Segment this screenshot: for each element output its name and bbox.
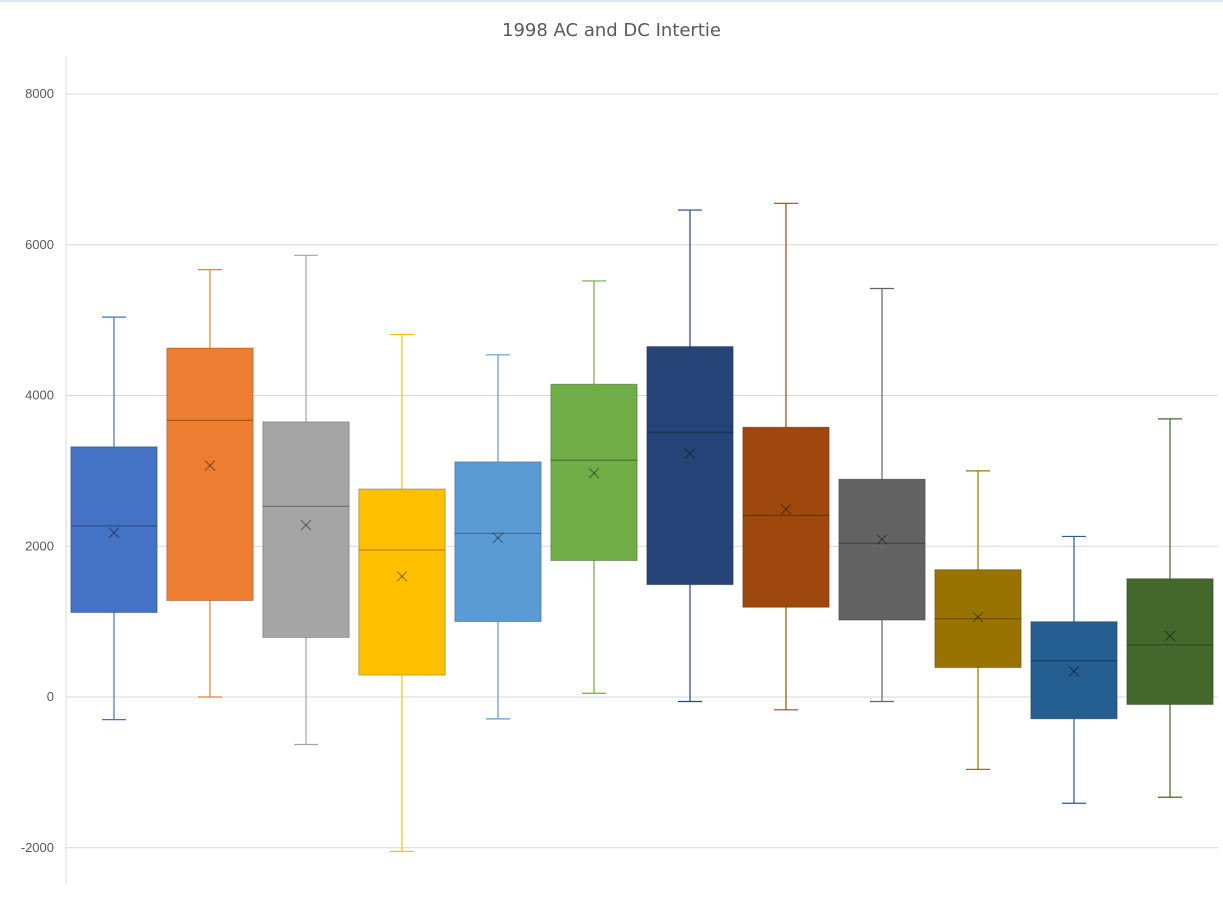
box <box>358 488 446 676</box>
mean-marker <box>780 503 792 515</box>
mean-marker <box>492 532 504 544</box>
mean-marker <box>1164 630 1176 642</box>
box <box>742 426 830 608</box>
mean-marker <box>588 467 600 479</box>
y-tick-label: 8000 <box>25 86 54 101</box>
box <box>1126 578 1214 706</box>
mean-marker <box>780 503 792 515</box>
box <box>934 569 1022 669</box>
y-tick-label: -2000 <box>21 840 54 855</box>
mean-marker <box>1164 630 1176 642</box>
y-tick-label: 4000 <box>25 388 54 403</box>
chart-title: 1998 AC and DC Intertie <box>502 20 721 41</box>
mean-marker <box>204 460 216 472</box>
box <box>454 461 542 623</box>
box <box>70 446 158 614</box>
y-tick-label: 2000 <box>25 538 54 553</box>
box <box>550 383 638 562</box>
mean-marker <box>588 467 600 479</box>
box <box>838 478 926 621</box>
mean-marker <box>108 527 120 539</box>
mean-marker <box>1068 665 1080 677</box>
mean-marker <box>972 611 984 623</box>
mean-marker <box>204 460 216 472</box>
mean-marker <box>972 611 984 623</box>
mean-marker <box>396 570 408 582</box>
mean-marker <box>300 519 312 531</box>
mean-marker <box>876 534 888 545</box>
mean-marker <box>396 570 408 582</box>
mean-marker <box>108 527 120 539</box>
mean-marker <box>492 532 504 544</box>
mean-marker <box>300 519 312 531</box>
box <box>166 347 254 602</box>
mean-marker <box>684 448 696 459</box>
box <box>1030 621 1118 720</box>
mean-marker <box>1068 665 1080 677</box>
box <box>646 346 734 586</box>
y-tick-label: 6000 <box>25 237 54 252</box>
mean-marker <box>876 534 888 545</box>
mean-marker <box>684 448 696 459</box>
box <box>262 421 350 638</box>
y-tick-label: 0 <box>47 689 54 704</box>
